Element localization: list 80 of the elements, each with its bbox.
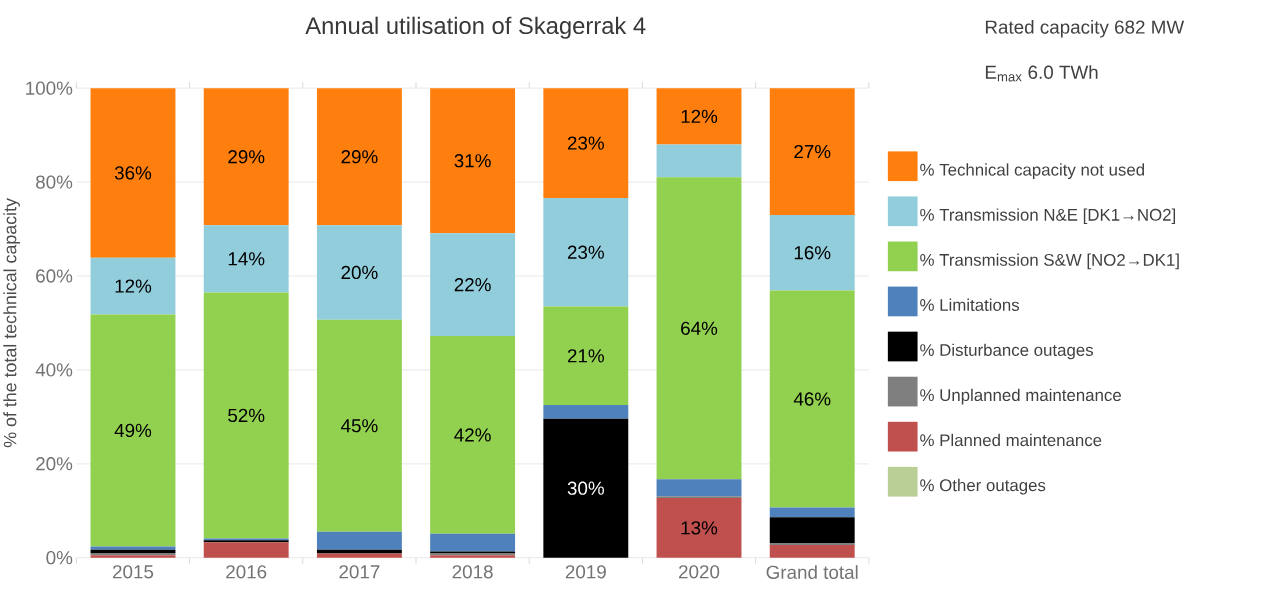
bar — [90, 257, 176, 315]
bar — [430, 335, 516, 534]
bar — [543, 306, 629, 405]
data-label: 29% — [341, 149, 378, 164]
chart-title: Annual utilisation of Skagerrak 4 — [305, 16, 646, 39]
bar — [430, 233, 516, 336]
data-label: 27% — [794, 144, 831, 159]
bar — [656, 88, 742, 145]
bar — [543, 404, 629, 419]
bar — [90, 88, 176, 258]
y-tick-label: 0% — [46, 550, 73, 565]
data-label: 36% — [114, 166, 152, 180]
data-label: 64% — [681, 321, 718, 335]
bar — [430, 88, 516, 234]
text: E$_{max}$ 6.0 TWh — [985, 64, 1098, 82]
data-label: 20% — [341, 265, 378, 279]
data-label: 16% — [794, 245, 831, 260]
data-label: 49% — [114, 423, 152, 437]
bar — [430, 533, 516, 552]
bar — [316, 553, 402, 558]
bar — [769, 214, 855, 291]
bar — [769, 290, 855, 508]
data-label: 29% — [228, 149, 265, 164]
legend-label: % Transmission N&E [DK1→NO2] — [920, 208, 1176, 224]
legend-label: % Transmission S&W [NO2→DK1] — [920, 253, 1179, 270]
y-tick-label: 100% — [26, 81, 73, 95]
bar — [656, 497, 742, 558]
bar — [656, 479, 742, 497]
bar — [316, 319, 402, 532]
x-tick-label: 2018 — [452, 564, 493, 579]
bar — [656, 177, 742, 480]
data-label: 23% — [567, 245, 604, 259]
bar — [90, 314, 176, 547]
x-tick-label: 2015 — [113, 564, 154, 579]
data-label: 22% — [454, 277, 491, 292]
x-tick-label: 2020 — [679, 564, 720, 579]
bar — [769, 517, 855, 543]
text: Rated capacity 682 MW — [985, 19, 1185, 38]
x-tick-label: 2017 — [339, 564, 380, 579]
y-axis-title: % of the total technical capacity — [3, 197, 20, 447]
bar — [203, 292, 289, 539]
legend-label: % Limitations — [920, 298, 1020, 311]
bar — [769, 507, 855, 518]
data-label: 52% — [228, 408, 265, 422]
data-label: 46% — [793, 392, 831, 406]
data-label: 21% — [567, 349, 604, 363]
data-label: 14% — [228, 252, 265, 266]
legend-label: % Other outages — [920, 478, 1046, 495]
y-tick-label: 60% — [36, 269, 73, 283]
data-label: 30% — [567, 481, 604, 495]
x-tick-label: Grand total — [766, 564, 858, 579]
bar — [769, 544, 855, 558]
bar — [543, 418, 629, 558]
legend-label: % Unplanned maintenance — [920, 388, 1121, 405]
data-label: 31% — [454, 153, 491, 168]
legend-label: % Disturbance outages — [920, 343, 1094, 360]
data-label: 23% — [567, 136, 604, 150]
bar — [769, 88, 855, 215]
y-tick-label: 20% — [36, 456, 73, 471]
bar — [543, 88, 629, 198]
data-label: 13% — [681, 521, 718, 535]
bar — [203, 225, 289, 293]
data-label: 12% — [115, 279, 152, 293]
bar — [316, 531, 402, 550]
y-tick-label: 80% — [36, 175, 73, 189]
bar — [203, 88, 289, 226]
legend-label: % Technical capacity not used — [920, 163, 1145, 179]
y-tick-label: 40% — [35, 363, 73, 377]
data-label: 12% — [681, 109, 718, 123]
data-label: 42% — [454, 428, 491, 442]
legend-label: % Planned maintenance — [920, 433, 1102, 446]
bar — [656, 144, 742, 178]
data-label: 45% — [341, 418, 378, 433]
x-tick-label: 2016 — [226, 564, 267, 579]
bar — [203, 542, 289, 558]
bar — [543, 197, 629, 307]
bar — [316, 225, 402, 320]
x-tick-label: 2019 — [565, 564, 606, 579]
bar — [90, 546, 176, 550]
bar — [316, 88, 402, 226]
